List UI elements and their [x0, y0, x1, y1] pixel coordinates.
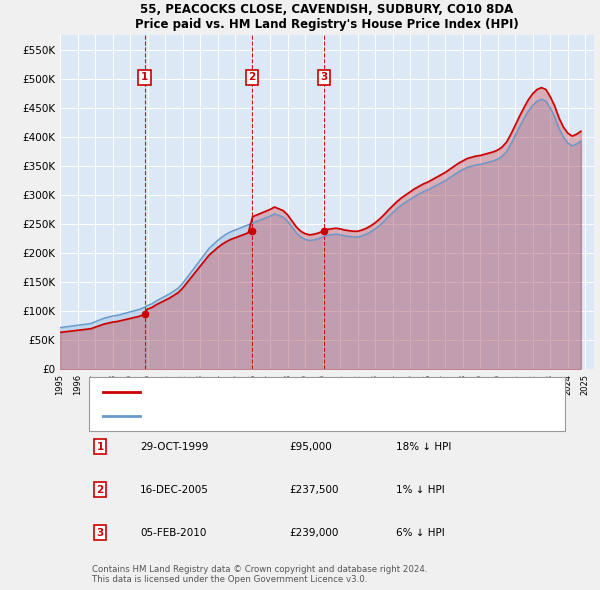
- Text: 1: 1: [97, 442, 104, 452]
- Text: 55, PEACOCKS CLOSE, CAVENDISH, SUDBURY, CO10 8DA (detached house): 55, PEACOCKS CLOSE, CAVENDISH, SUDBURY, …: [151, 388, 507, 396]
- Text: 2: 2: [248, 72, 256, 82]
- Text: HPI: Average price, detached house, West Suffolk: HPI: Average price, detached house, West…: [151, 411, 386, 420]
- Text: 1: 1: [141, 72, 148, 82]
- Text: 3: 3: [320, 72, 328, 82]
- Text: £237,500: £237,500: [290, 484, 339, 494]
- Text: £95,000: £95,000: [290, 442, 332, 452]
- Text: £239,000: £239,000: [290, 527, 339, 537]
- Text: Contains HM Land Registry data © Crown copyright and database right 2024.
This d: Contains HM Land Registry data © Crown c…: [92, 565, 428, 584]
- Text: 2: 2: [97, 484, 104, 494]
- FancyBboxPatch shape: [89, 377, 565, 431]
- Text: 18% ↓ HPI: 18% ↓ HPI: [397, 442, 452, 452]
- Text: 05-FEB-2010: 05-FEB-2010: [140, 527, 206, 537]
- Text: 16-DEC-2005: 16-DEC-2005: [140, 484, 209, 494]
- Title: 55, PEACOCKS CLOSE, CAVENDISH, SUDBURY, CO10 8DA
Price paid vs. HM Land Registry: 55, PEACOCKS CLOSE, CAVENDISH, SUDBURY, …: [135, 4, 519, 31]
- Text: 29-OCT-1999: 29-OCT-1999: [140, 442, 208, 452]
- Text: 3: 3: [97, 527, 104, 537]
- Text: 6% ↓ HPI: 6% ↓ HPI: [397, 527, 445, 537]
- Text: 1% ↓ HPI: 1% ↓ HPI: [397, 484, 445, 494]
